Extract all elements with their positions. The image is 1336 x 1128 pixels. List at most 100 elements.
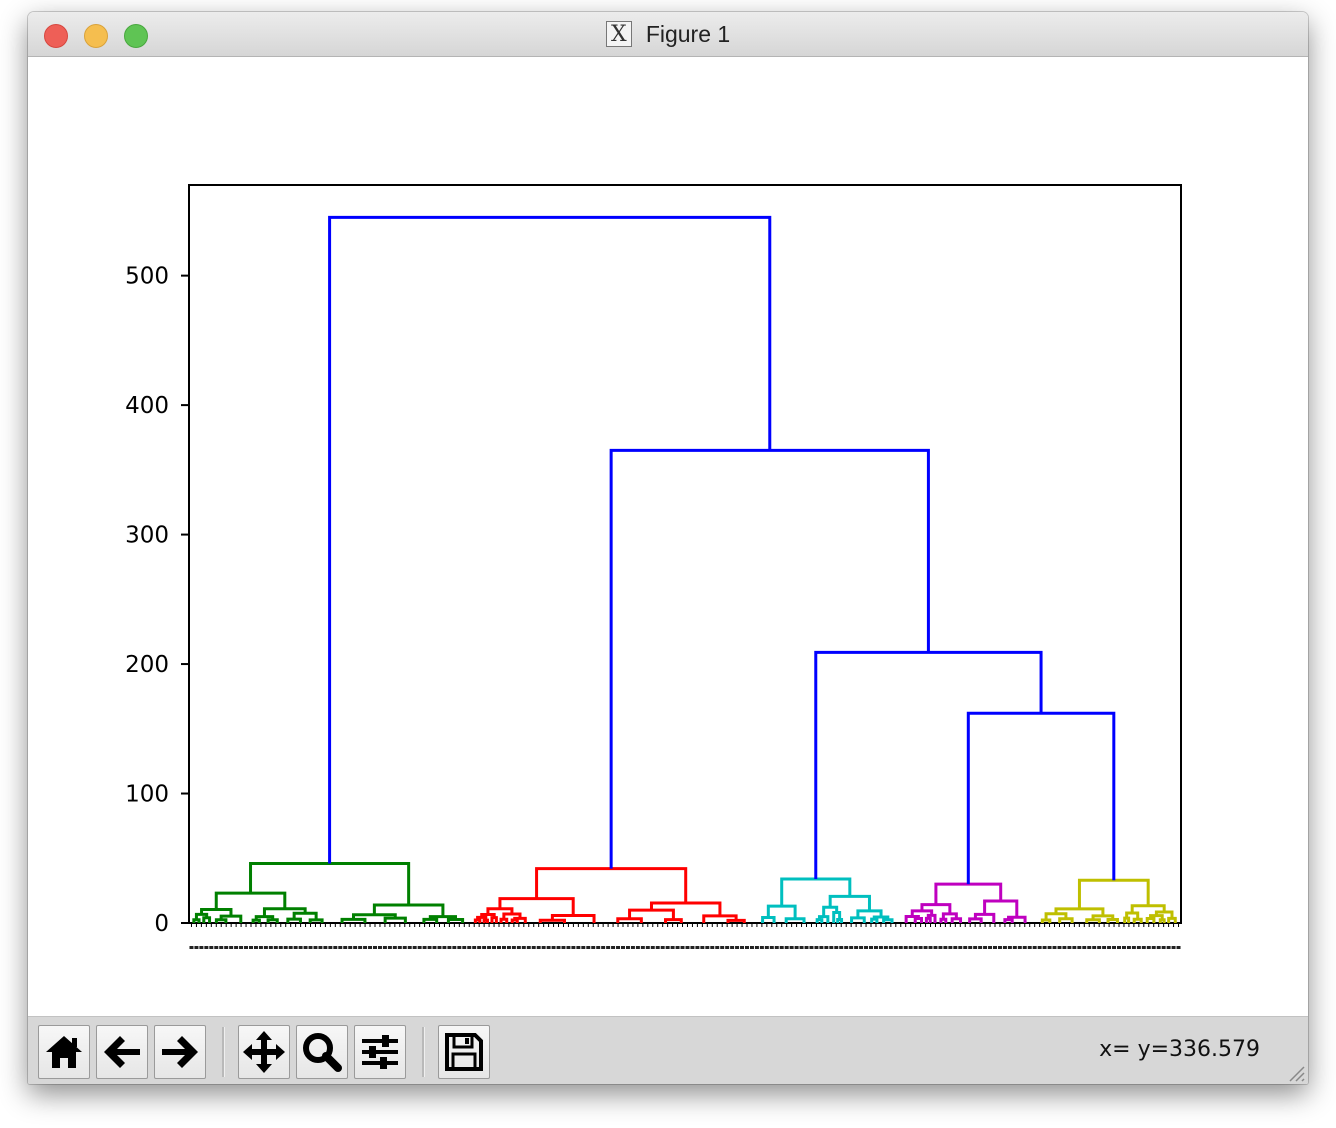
x-leaf-label bbox=[407, 946, 412, 949]
cluster-link bbox=[1158, 918, 1166, 923]
y-tick-label: 500 bbox=[125, 264, 169, 290]
x-leaf-label bbox=[387, 946, 392, 949]
x-leaf-label bbox=[293, 946, 298, 949]
x-leaf-label bbox=[472, 946, 477, 949]
x-leaf-label bbox=[194, 946, 199, 949]
x-leaf-label bbox=[1136, 946, 1141, 949]
x-leaf-label bbox=[1037, 946, 1042, 949]
x-leaf-label bbox=[526, 946, 531, 949]
zoom-button[interactable] bbox=[296, 1025, 348, 1079]
save-button[interactable] bbox=[438, 1025, 490, 1079]
x-leaf-label bbox=[392, 946, 397, 949]
x-leaf-label bbox=[650, 946, 655, 949]
cluster-link bbox=[214, 918, 228, 923]
cluster-link bbox=[939, 917, 948, 923]
configure-subplots-button[interactable] bbox=[354, 1025, 406, 1079]
cluster-link bbox=[628, 908, 675, 920]
x-leaf-label bbox=[938, 946, 943, 949]
x-leaf-label bbox=[273, 946, 278, 949]
dendrogram-chart[interactable]: 0 100 200 300 400 500 bbox=[28, 57, 1308, 1017]
x-leaf-label bbox=[745, 946, 749, 949]
y-tick-label: 300 bbox=[125, 523, 169, 549]
x-leaf-label bbox=[323, 946, 328, 949]
x-leaf-label bbox=[437, 946, 442, 949]
x-leaf-label bbox=[1017, 946, 1022, 949]
cluster-link bbox=[1091, 914, 1115, 920]
x-leaf-label bbox=[209, 946, 214, 949]
x-leaf-label bbox=[928, 946, 933, 949]
x-leaf-label bbox=[1117, 946, 1121, 949]
forward-button[interactable] bbox=[154, 1025, 206, 1079]
x-leaf-label bbox=[749, 946, 754, 949]
x-leaf-label bbox=[740, 946, 745, 949]
x-leaf-label bbox=[541, 946, 546, 949]
figure-window: X Figure 1 0 100 200 300 400 500 bbox=[28, 12, 1308, 1084]
y-tick-label: 400 bbox=[125, 393, 169, 419]
x-leaf-label bbox=[214, 946, 219, 949]
cluster-link bbox=[351, 913, 397, 920]
x-leaf-label bbox=[1027, 946, 1032, 949]
cluster-link bbox=[372, 903, 445, 917]
plot-area[interactable]: 0 100 200 300 400 500 bbox=[28, 57, 1308, 1017]
close-window-button[interactable] bbox=[44, 24, 68, 48]
x-leaf-label bbox=[794, 946, 799, 949]
x-leaf-label bbox=[660, 946, 665, 949]
window-title: Figure 1 bbox=[645, 20, 731, 47]
x-leaf-label bbox=[893, 946, 898, 949]
x-leaf-label bbox=[700, 946, 705, 949]
cluster-link bbox=[983, 899, 1019, 918]
x-leaf-label bbox=[903, 946, 908, 949]
x-leaf-label bbox=[859, 946, 864, 949]
x-leaf-label bbox=[338, 946, 343, 949]
y-tick-label: 0 bbox=[154, 911, 169, 937]
title-bar[interactable]: X Figure 1 bbox=[28, 12, 1308, 57]
x-leaf-label bbox=[759, 946, 764, 949]
x-leaf-label bbox=[199, 946, 204, 949]
x-leaf-label bbox=[487, 946, 492, 949]
cluster-link bbox=[254, 915, 275, 921]
x-leaf-label bbox=[1141, 946, 1146, 949]
window-title-group: X Figure 1 bbox=[28, 12, 1308, 56]
x-leaf-label bbox=[898, 946, 903, 949]
x-leaf-label bbox=[958, 946, 963, 949]
x-leaf-label bbox=[511, 946, 516, 949]
x-leaf-label bbox=[1052, 946, 1057, 949]
x-leaf-label bbox=[234, 946, 239, 949]
x-leaf-label bbox=[725, 946, 730, 949]
x-leaf-label bbox=[313, 946, 318, 949]
x-leaf-label bbox=[219, 946, 224, 949]
x-leaf-label bbox=[923, 946, 928, 949]
x-leaf-label bbox=[333, 946, 338, 949]
cluster-link bbox=[214, 891, 287, 910]
x-leaf-label bbox=[561, 946, 566, 949]
arrow-left-icon bbox=[104, 1036, 140, 1068]
x-leaf-label bbox=[695, 946, 700, 949]
x-leaf-label bbox=[611, 946, 616, 949]
minimize-window-button[interactable] bbox=[84, 24, 108, 48]
x-leaf-label bbox=[680, 946, 685, 949]
cluster-link bbox=[950, 917, 963, 923]
y-tick-label: 100 bbox=[125, 782, 169, 808]
x-leaf-label bbox=[943, 946, 948, 949]
top-link bbox=[966, 711, 1116, 885]
x-leaf-label bbox=[1002, 946, 1007, 949]
x-leaf-label bbox=[1126, 946, 1131, 949]
resize-grip-icon[interactable] bbox=[1282, 1059, 1306, 1083]
home-button[interactable] bbox=[38, 1025, 90, 1079]
x-leaf-label bbox=[363, 946, 368, 949]
pan-button[interactable] bbox=[238, 1025, 290, 1079]
back-button[interactable] bbox=[96, 1025, 148, 1079]
cluster-link bbox=[292, 911, 318, 920]
zoom-window-button[interactable] bbox=[124, 24, 148, 48]
x-leaf-label bbox=[963, 946, 968, 949]
x-leaf-label bbox=[621, 946, 625, 949]
x-leaf-label bbox=[1082, 946, 1087, 949]
arrow-right-icon bbox=[162, 1036, 198, 1068]
x-leaf-label bbox=[730, 946, 735, 949]
cluster-link bbox=[904, 914, 920, 923]
cluster-link bbox=[910, 909, 934, 917]
x-leaf-label bbox=[447, 946, 452, 949]
x-leaf-label bbox=[382, 946, 387, 949]
x-leaf-label bbox=[968, 946, 973, 949]
cluster-link bbox=[266, 918, 279, 923]
